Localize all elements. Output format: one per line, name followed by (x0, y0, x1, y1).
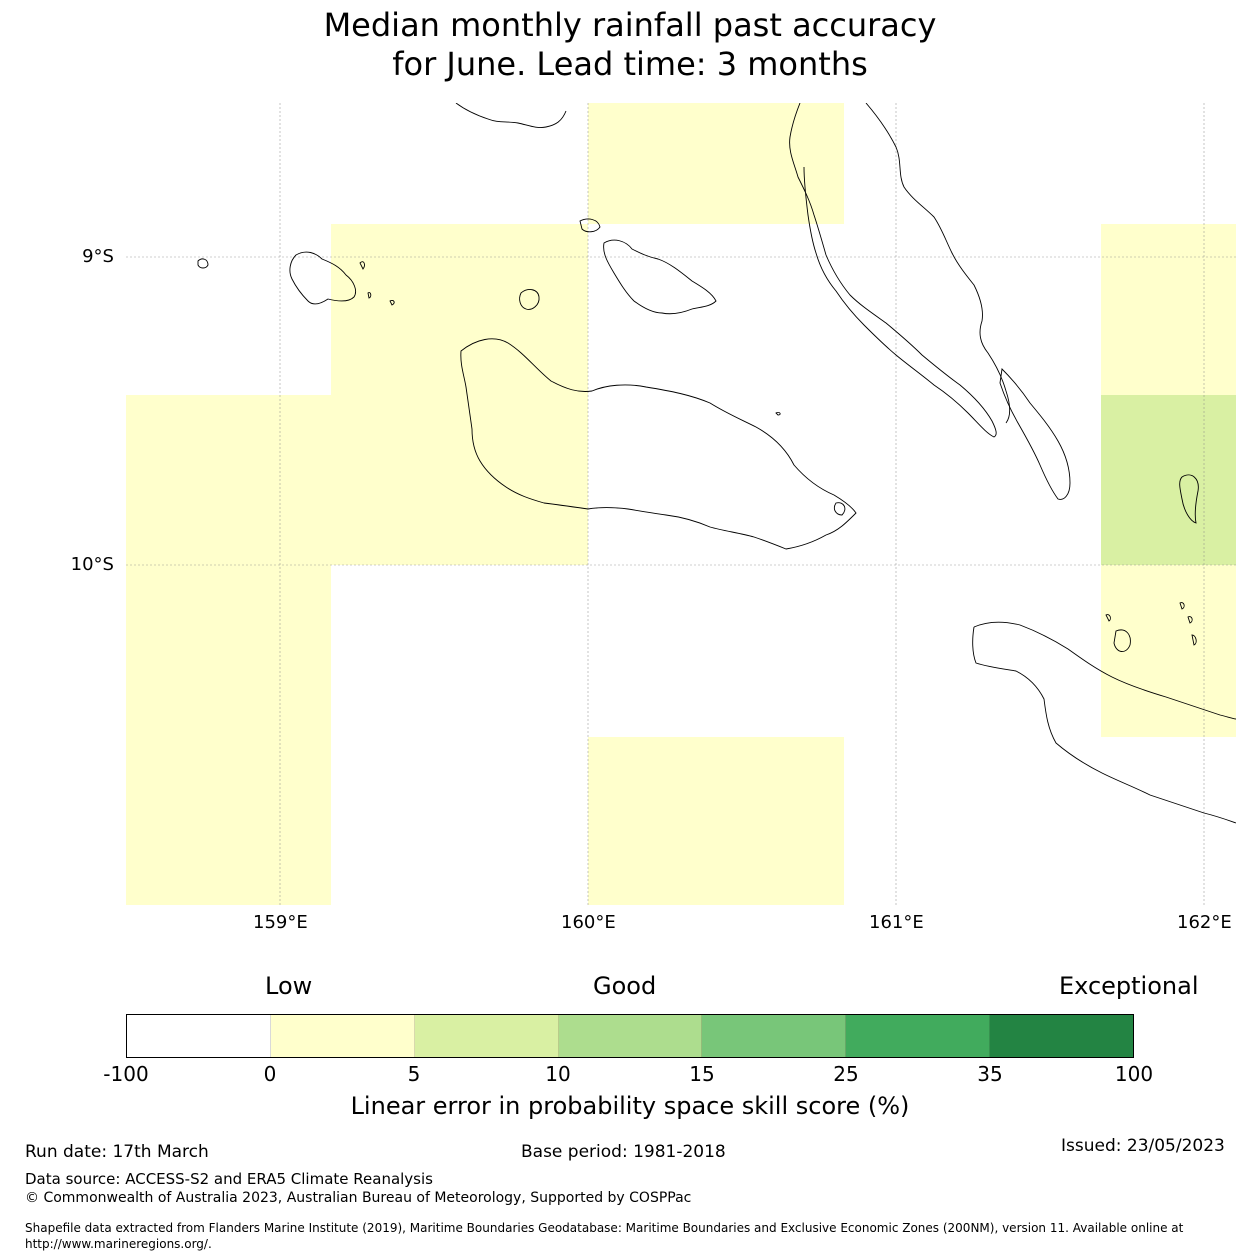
cell-low (126, 565, 331, 905)
colorbar-tick: 35 (977, 1062, 1003, 1086)
colorbar (126, 1014, 1134, 1058)
island-small (775, 412, 781, 416)
colorbar-segment (990, 1015, 1134, 1057)
colorbar-segment (127, 1015, 271, 1057)
cell-low (126, 395, 331, 565)
colorbar-tick: 10 (545, 1062, 571, 1086)
island-malaita (789, 103, 997, 438)
island-small (833, 502, 846, 516)
island-florida (603, 239, 717, 315)
map-panel (126, 103, 1236, 905)
title-line-1: Median monthly rainfall past accuracy (323, 6, 937, 44)
map-svg (126, 103, 1236, 905)
island-malaita-east (865, 103, 1011, 424)
colorbar-tick: -100 (103, 1062, 149, 1086)
colorbar-tick: 15 (689, 1062, 715, 1086)
island-ulawa (1179, 474, 1199, 524)
island-ugi (1113, 629, 1131, 652)
colorbar-tick: 25 (833, 1062, 859, 1086)
coastlines (197, 103, 1236, 824)
island-small (389, 300, 395, 306)
chart-title: Median monthly rainfall past accuracy fo… (0, 6, 1260, 84)
island-guadalcanal (460, 338, 857, 550)
shapefile-credit: Shapefile data extracted from Flanders M… (25, 1220, 1245, 1252)
lat-label-9s: 9°S (82, 246, 114, 267)
colorbar-tick: 5 (407, 1062, 421, 1086)
colorbar-segment (558, 1015, 703, 1057)
colorbar-segment (270, 1015, 415, 1057)
run-date: Run date: 17th March (25, 1142, 209, 1162)
colorbar-word-good: Good (593, 972, 657, 1000)
shapefile-credit-line-2: http://www.marineregions.org/. (25, 1237, 212, 1251)
title-line-2: for June. Lead time: 3 months (392, 45, 868, 83)
lon-label-160: 160°E (561, 912, 616, 933)
shapefile-credit-line-1: Shapefile data extracted from Flanders M… (25, 1221, 1184, 1235)
lon-label-159: 159°E (253, 912, 308, 933)
island-small (1187, 616, 1193, 624)
island-makira (972, 621, 1236, 824)
island-small (359, 261, 365, 270)
data-source: Data source: ACCESS-S2 and ERA5 Climate … (25, 1170, 433, 1188)
base-period: Base period: 1981-2018 (521, 1142, 726, 1162)
copyright: © Commonwealth of Australia 2023, Austra… (25, 1190, 692, 1206)
cell-low (588, 103, 844, 224)
island-small (197, 258, 209, 269)
island-santa-isabel-tip (455, 103, 567, 128)
cell-low (1101, 565, 1236, 737)
colorbar-tick: 0 (263, 1062, 277, 1086)
cell-low (331, 224, 588, 565)
island-small (1105, 614, 1111, 622)
colorbar-tick: 100 (1114, 1062, 1154, 1086)
colorbar-segment (414, 1015, 559, 1057)
issued-date: Issued: 23/05/2023 (1061, 1136, 1225, 1156)
colorbar-word-exceptional: Exceptional (1059, 972, 1199, 1000)
lon-label-161: 161°E (869, 912, 924, 933)
cell-low (588, 737, 844, 905)
lat-label-10s: 10°S (70, 554, 114, 575)
colorbar-label: Linear error in probability space skill … (350, 1092, 910, 1120)
island-russell (289, 251, 357, 305)
island-small (1179, 602, 1185, 610)
island-small (367, 292, 372, 299)
cell-low (1101, 224, 1236, 395)
island-small (1191, 634, 1197, 646)
island-savo (519, 289, 540, 310)
cell-good (1101, 395, 1236, 565)
colorbar-segment (702, 1015, 847, 1057)
skill-cells (126, 103, 1236, 905)
colorbar-word-low: Low (265, 972, 313, 1000)
island-small (579, 218, 601, 233)
colorbar-segment (846, 1015, 991, 1057)
island-small-malaita (999, 368, 1071, 500)
gridlines (126, 103, 1236, 905)
lon-label-162: 162°E (1177, 912, 1232, 933)
